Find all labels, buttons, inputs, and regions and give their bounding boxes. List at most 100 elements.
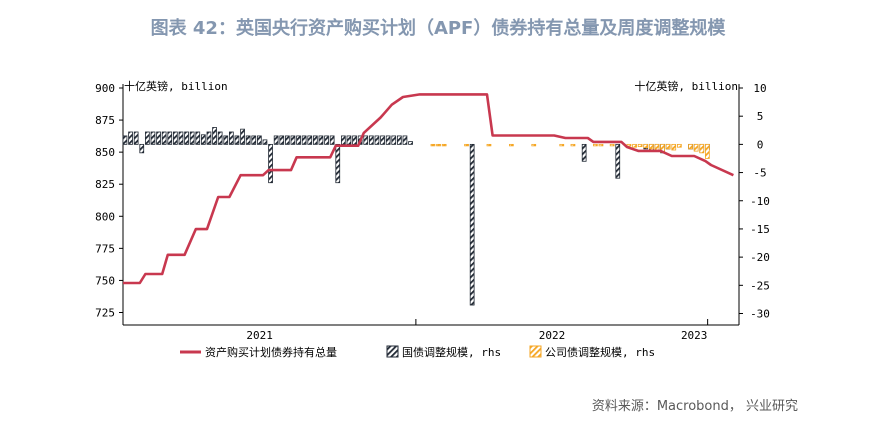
gov-bond-bar (262, 139, 268, 145)
legend-label-corp: 公司债调整规模, rhs (545, 345, 655, 359)
vertical-gridlines (415, 319, 709, 325)
gov-bond-bar (256, 135, 262, 145)
gov-bond-bar (144, 131, 150, 145)
gov-bond-bar (128, 131, 133, 145)
legend-label-holdings: 资产购买计划债券持有总量 (205, 345, 337, 359)
right-tick-label: 5 (757, 110, 764, 123)
gov-bond-bar (268, 143, 273, 184)
legend-corp-swatch (529, 345, 542, 358)
right-tick-label: -25 (750, 279, 770, 292)
corp-bond-bar (598, 143, 604, 147)
gov-bond-bar (615, 143, 621, 179)
left-tick-label: 725 (95, 307, 115, 320)
gov-bond-bar (150, 131, 156, 145)
gov-bond-bar (318, 135, 324, 145)
corp-bond-bar (626, 143, 632, 147)
gov-bond-bar (167, 131, 173, 145)
corp-bond-bar (705, 143, 710, 159)
legend-gov-swatch (386, 345, 399, 358)
gov-bond-bar (245, 135, 251, 145)
gov-bond-bar (296, 135, 301, 145)
gov-bond-bar (368, 135, 374, 145)
corp-bond-bar (430, 143, 436, 147)
gov-bond-bar (324, 135, 329, 145)
gov-bond-bar (228, 131, 234, 145)
gov-bond-bar (396, 135, 402, 145)
left-axis-unit: 十亿英镑, billion (124, 79, 228, 93)
corp-bond-bar (486, 143, 492, 147)
corp-bond-bar (559, 143, 565, 147)
right-tick-label: -5 (753, 167, 766, 180)
corp-bond-bar (677, 143, 682, 148)
right-y-axis: -30 -25 -20 -15 -10 -5 0 5 10 (738, 82, 770, 325)
x-tick-label: 2022 (539, 329, 566, 342)
x-tick-label: 2021 (246, 329, 273, 342)
corp-bond-bar (643, 143, 649, 149)
left-tick-label: 825 (95, 178, 115, 191)
gov-bond-bar (223, 135, 229, 145)
corp-bond-bar (441, 143, 447, 147)
left-tick-label: 800 (95, 210, 115, 223)
gov-bond-bar (139, 143, 145, 154)
left-tick-label: 900 (95, 82, 115, 95)
gov-bond-bar (172, 131, 178, 145)
gov-bond-bar (206, 131, 212, 145)
gov-bond-bar (212, 127, 217, 145)
corp-bond-bar (654, 143, 660, 151)
gov-bond-bar (301, 135, 307, 145)
corp-bond-bar (593, 143, 598, 147)
right-tick-label: -20 (750, 251, 770, 264)
corp-bond-bar (637, 143, 643, 148)
gov-bond-bar (385, 135, 391, 145)
left-tick-label: 850 (95, 146, 115, 159)
right-tick-label: 0 (757, 138, 764, 151)
corp-bond-bar (688, 143, 693, 150)
left-y-axis: 725 750 775 800 825 850 875 900 (95, 82, 124, 325)
gov-bond-bar (156, 131, 161, 145)
gov-bond-bar (273, 135, 279, 145)
gov-bond-bar (346, 135, 352, 145)
gov-bond-bar (279, 135, 285, 145)
gov-bond-bar (217, 131, 223, 145)
right-tick-label: -15 (750, 223, 770, 236)
right-tick-label: -30 (750, 308, 770, 321)
corp-bond-bar (570, 143, 576, 147)
gov-bond-bar (122, 135, 128, 145)
corp-bond-bar (632, 143, 637, 148)
gov-bond-bar (189, 131, 195, 145)
x-tick-label: 2023 (681, 329, 708, 342)
x-axis: 2021 2022 2023 (123, 324, 739, 342)
left-tick-label: 875 (95, 114, 115, 127)
left-tick-label: 775 (95, 242, 115, 255)
gov-bond-bar (195, 131, 201, 145)
gov-bond-bar (178, 131, 184, 145)
gov-bond-bar (200, 134, 206, 145)
corp-bond-bar (464, 143, 469, 147)
corp-bond-bar (531, 143, 537, 147)
gov-bond-bar (290, 135, 296, 145)
gov-bond-bar (284, 135, 290, 145)
corp-bond-bar (699, 143, 705, 154)
gov-bond-bar (408, 141, 413, 145)
gov-bond-bar (240, 128, 245, 145)
gov-bond-bar (402, 135, 408, 145)
chart-title: 图表 42：英国央行资产购买计划（APF）债券持有总量及周度调整规模 (150, 18, 726, 39)
gov-bond-bar (312, 135, 318, 145)
legend-label-gov: 国债调整规模, rhs (402, 345, 501, 359)
gov-bond-bar (251, 135, 257, 145)
right-tick-label: 10 (753, 82, 766, 95)
corp-bond-bar (508, 143, 514, 147)
corp-bond-bar (665, 143, 671, 150)
right-tick-label: -10 (750, 195, 770, 208)
holdings-line (123, 93, 734, 285)
corp-bond-bars (430, 143, 710, 159)
gov-bond-bar (352, 135, 357, 145)
left-tick-label: 750 (95, 274, 115, 287)
corp-bond-bar (436, 143, 441, 147)
gov-bond-bar (335, 143, 341, 184)
corp-bond-bar (693, 143, 699, 152)
gov-bond-bar (161, 131, 167, 145)
gov-bond-bar (581, 143, 587, 162)
gov-bond-bar (380, 135, 385, 145)
